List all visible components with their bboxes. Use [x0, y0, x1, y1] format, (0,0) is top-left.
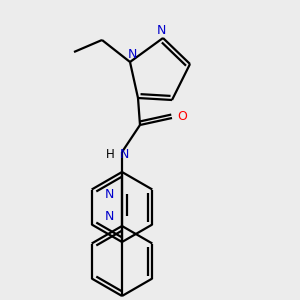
Text: N: N [104, 188, 114, 200]
Text: N: N [156, 23, 166, 37]
Text: H: H [106, 148, 114, 160]
Text: N: N [127, 47, 137, 61]
Text: O: O [177, 110, 187, 122]
Text: N: N [119, 148, 129, 160]
Text: N: N [104, 209, 114, 223]
